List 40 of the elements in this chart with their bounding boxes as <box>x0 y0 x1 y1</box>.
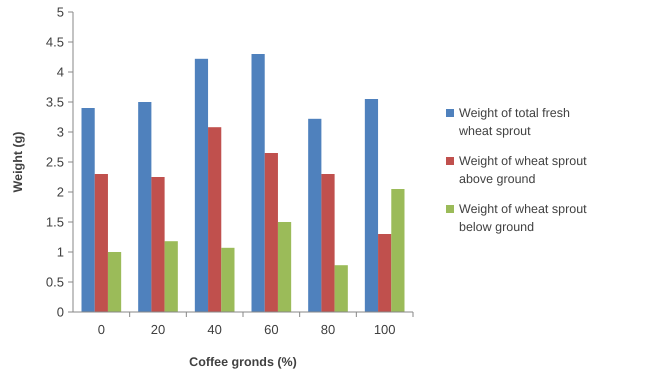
legend-label: Weight of wheat sprout above ground <box>459 154 588 186</box>
bar <box>308 118 322 312</box>
legend-label: Weight of total fresh wheat sprout <box>458 106 570 138</box>
y-tick-label: 1 <box>56 244 64 260</box>
y-tick-label: 4 <box>56 64 64 80</box>
y-tick-label: 0 <box>56 304 64 320</box>
y-tick-label: 1.5 <box>46 214 64 230</box>
bar <box>264 153 278 312</box>
y-tick-label: 2.5 <box>46 154 64 170</box>
y-tick-label: 3 <box>56 124 64 140</box>
x-axis-title: Coffee gronds (%) <box>189 355 297 369</box>
x-tick-label: 60 <box>264 322 279 337</box>
y-tick-label: 4.5 <box>46 34 64 50</box>
x-tick-label: 20 <box>150 322 166 337</box>
y-axis-title: Weight (g) <box>11 132 25 192</box>
bar <box>151 177 165 312</box>
bar <box>94 174 108 312</box>
bar <box>378 234 392 312</box>
bar <box>221 248 234 312</box>
bar <box>278 222 292 312</box>
x-tick-label: 100 <box>374 322 396 337</box>
bar <box>138 102 152 312</box>
bar <box>108 252 122 312</box>
x-tick-label: 0 <box>98 322 105 337</box>
y-tick-label: 5 <box>56 4 64 20</box>
bar <box>194 58 208 312</box>
bar <box>208 127 222 312</box>
bar <box>164 241 178 312</box>
legend-label: Weight of wheat sprout below ground <box>459 202 588 234</box>
bar <box>321 174 335 312</box>
bar <box>334 265 348 312</box>
x-tick-label: 80 <box>320 322 336 337</box>
bar <box>364 99 378 312</box>
y-tick-label: 2 <box>56 184 64 200</box>
bar <box>252 54 265 312</box>
x-tick-label: 40 <box>207 322 222 337</box>
y-tick-label: 3.5 <box>46 94 64 110</box>
bar <box>82 108 95 312</box>
bar <box>391 189 404 312</box>
y-tick-label: 0.5 <box>46 274 64 290</box>
